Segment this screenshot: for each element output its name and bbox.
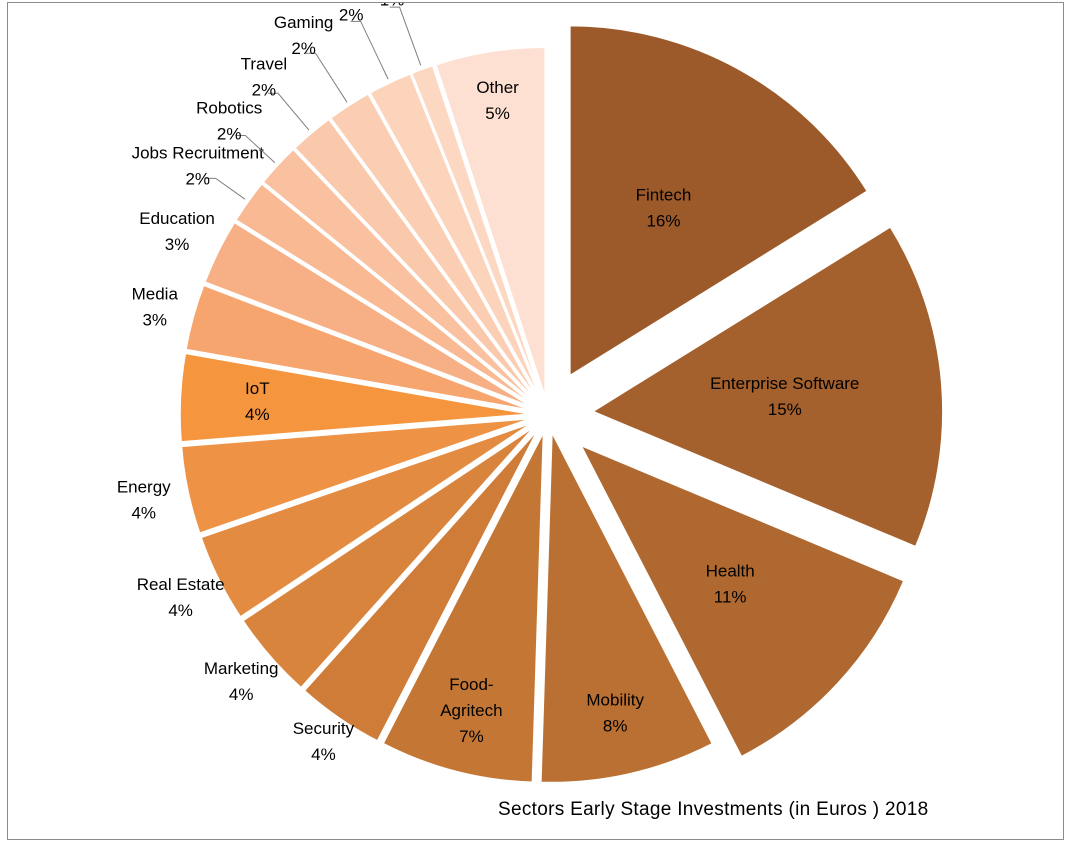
slice-label-health: Health 11% [706,561,755,606]
pie-slice-real-estate [200,422,533,618]
pie-slice-security [303,429,539,742]
pie-slice-health [579,444,905,758]
leader-line [305,52,348,103]
leader-line [268,92,310,131]
pie-slice-iot [179,352,531,443]
pie-slice-gaming [329,92,539,401]
pie-slice-travel [293,118,538,402]
leader-line [389,6,422,66]
slice-label-media: Media 3% [132,284,179,329]
slice-label-mobility: Mobility 8% [586,691,644,736]
pie-slice-media [185,284,531,411]
pie-slice-fashion [410,64,543,399]
slice-label-sports: Sports2% [327,3,376,24]
slice-label-fashion: Fashion1% [362,3,422,10]
leader-line [205,177,246,200]
pie-slice-education [203,221,533,408]
slice-label-real-estate: Real Estate 4% [137,575,225,620]
pie-slice-robotics [262,148,536,404]
pie-slice-other [434,46,546,398]
slice-label-energy: Energy 4% [117,478,171,523]
slice-label-travel: Travel 2% [241,54,288,99]
pie-slice-marketing [241,426,535,689]
slice-label-robotics: Robotics 2% [196,99,262,144]
slice-label-security: Security 4% [293,719,355,764]
slice-label-jobs-recruitment: Jobs Recruitment 2% [132,144,265,189]
pie-slice-jobs-recruitment [234,182,534,406]
pie-slice-sports [369,72,541,400]
leader-line [235,134,276,163]
pie-slice-fintech [569,24,869,378]
pie-chart: Fintech 16% Enterprise Software 15% Health 11… [117,3,944,784]
chart-frame: Fintech 16% Enterprise Software 15% Health 11… [7,2,1064,840]
slice-label-marketing: Marketing 4% [204,659,279,704]
slice-label-enterprise-software: Enterprise Software 15% [710,374,859,419]
chart-title: Sectors Early Stage Investments (in Euro… [498,799,929,820]
pie-slice-enterprise-software [591,225,944,548]
leader-line [350,20,389,80]
slice-label-other: Other 5% [476,78,519,123]
slice-label-fintech: Fintech 16% [636,185,692,230]
slice-label-gaming: Gaming 2% [274,13,334,58]
pie-slice-energy [180,417,531,535]
pie-slice-mobility [540,429,714,784]
slice-label-education: Education 3% [139,209,215,254]
slice-label-iot: IoT 4% [245,379,270,424]
slice-label-food-agritech: Food-Agritech 7% [440,675,502,746]
pie-slice-food-agritech [382,432,545,784]
